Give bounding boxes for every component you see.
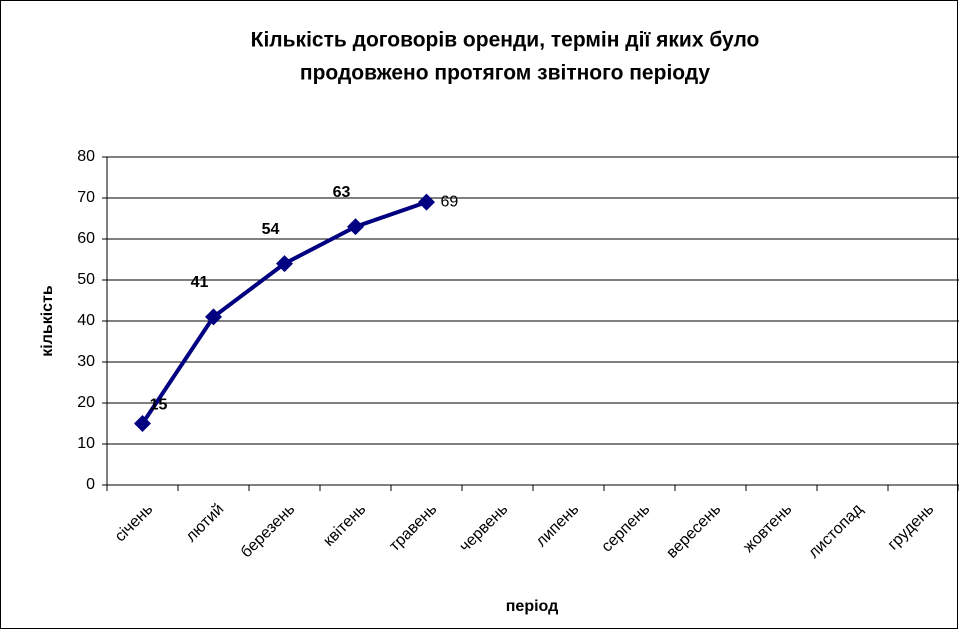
data-label: 54 bbox=[262, 221, 280, 238]
y-axis-title: кількість bbox=[39, 285, 56, 357]
data-label: 69 bbox=[441, 193, 459, 210]
y-tick-label: 0 bbox=[86, 476, 95, 493]
y-tick-label: 40 bbox=[77, 312, 95, 329]
y-tick-label: 60 bbox=[77, 230, 95, 247]
x-axis-title: період bbox=[506, 598, 559, 615]
marker bbox=[276, 255, 293, 273]
data-label: 63 bbox=[333, 184, 351, 201]
data-label: 41 bbox=[191, 274, 209, 291]
chart-title: Кількість договорів оренди, термін дії я… bbox=[251, 29, 760, 52]
y-tick-label: 70 bbox=[77, 189, 95, 206]
y-tick-label: 80 bbox=[77, 148, 95, 165]
y-tick-label: 50 bbox=[77, 271, 95, 288]
data-label: 15 bbox=[150, 397, 168, 414]
y-tick-label: 20 bbox=[77, 394, 95, 411]
y-tick-label: 10 bbox=[77, 435, 95, 452]
marker bbox=[134, 415, 151, 432]
marker bbox=[347, 218, 364, 236]
chart-title: продовжено протягом звітного періоду bbox=[300, 62, 711, 85]
marker bbox=[205, 308, 222, 326]
marker bbox=[418, 193, 435, 211]
y-tick-label: 30 bbox=[77, 353, 95, 370]
